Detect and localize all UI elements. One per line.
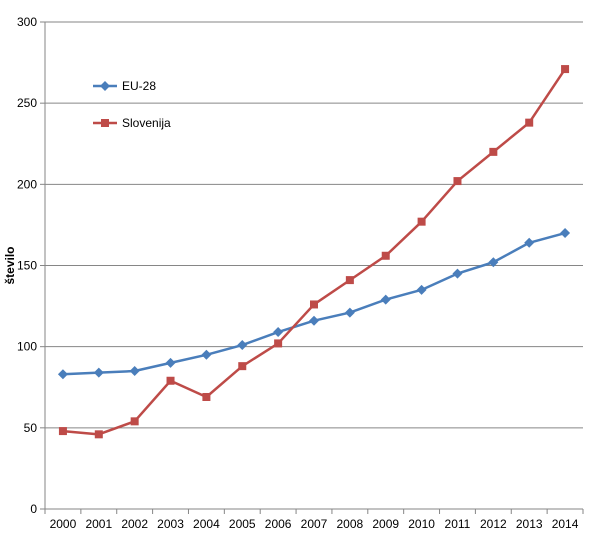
x-tick-label-2006: 2006 (265, 517, 292, 531)
data-point-eu-28-2001 (93, 367, 104, 378)
series-eu-28 (57, 228, 571, 380)
legend-marker-slovenija (101, 119, 109, 127)
x-tick-label-2001: 2001 (85, 517, 112, 531)
gridlines (45, 21, 583, 429)
data-point-slovenija-2009 (381, 251, 390, 260)
data-point-slovenija-2013 (525, 118, 534, 127)
data-point-eu-28-2009 (380, 294, 391, 305)
legend-marker-eu-28 (100, 81, 110, 91)
data-point-slovenija-2006 (274, 339, 283, 348)
y-axis-ticks: 0 50 100 150 200 250 300 (17, 15, 37, 516)
data-point-slovenija-2007 (310, 300, 318, 309)
data-point-eu-28-2003 (165, 357, 176, 368)
data-point-eu-28-2008 (344, 307, 355, 318)
data-point-eu-28-2007 (309, 315, 319, 326)
x-tick-label-2005: 2005 (229, 517, 256, 531)
data-point-eu-28-2006 (273, 327, 284, 338)
y-tick-label-300: 300 (17, 15, 37, 29)
y-tick-label-50: 50 (24, 421, 38, 435)
data-point-eu-28-2013 (524, 237, 535, 248)
y-tick-label-200: 200 (17, 177, 37, 191)
y-tick-label-150: 150 (17, 259, 37, 273)
data-point-slovenija-2002 (130, 417, 139, 426)
y-tick-label-100: 100 (17, 340, 37, 354)
y-tick-label-250: 250 (17, 96, 37, 110)
y-tick-label-0: 0 (30, 502, 37, 516)
data-point-eu-28-2000 (57, 369, 68, 380)
data-point-eu-28-2002 (129, 366, 140, 377)
x-tick-label-2003: 2003 (157, 517, 184, 531)
y-axis-label: število (3, 246, 17, 284)
x-tick-label-2013: 2013 (516, 517, 543, 531)
data-point-slovenija-2003 (166, 376, 175, 385)
x-axis-ticks: 2000 2001 2002 2003 2004 2005 2006 2007 2008 2009… (50, 517, 579, 531)
legend: EU-28 Slovenija (93, 79, 171, 130)
legend-item-eu-28: EU-28 (93, 79, 156, 93)
axes (40, 21, 584, 514)
data-point-eu-28-2012 (488, 257, 499, 268)
series-slovenija (58, 65, 570, 439)
x-tick-label-2014: 2014 (552, 517, 579, 531)
data-point-slovenija-2004 (202, 392, 211, 401)
legend-item-slovenija: Slovenija (93, 116, 171, 130)
x-tick-label-2010: 2010 (408, 517, 435, 531)
data-point-eu-28-2004 (201, 349, 212, 360)
data-point-slovenija-2010 (417, 217, 426, 226)
x-tick-label-2008: 2008 (337, 517, 364, 531)
x-tick-label-2007: 2007 (301, 517, 328, 531)
data-point-slovenija-2005 (238, 362, 247, 371)
data-point-slovenija-2012 (489, 147, 498, 156)
data-point-slovenija-2000 (58, 427, 67, 436)
x-tick-label-2002: 2002 (121, 517, 148, 531)
data-point-eu-28-2014 (560, 228, 571, 239)
data-point-slovenija-2011 (453, 177, 462, 186)
x-tick-label-2011: 2011 (445, 517, 471, 531)
data-point-slovenija-2001 (94, 430, 103, 439)
data-point-eu-28-2005 (237, 340, 248, 351)
x-tick-label-2000: 2000 (50, 517, 77, 531)
x-tick-label-2012: 2012 (480, 517, 507, 531)
data-point-slovenija-2014 (561, 65, 570, 74)
x-tick-label-2004: 2004 (193, 517, 220, 531)
data-point-slovenija-2008 (345, 276, 354, 285)
data-point-eu-28-2011 (452, 268, 463, 279)
series-group (57, 65, 571, 439)
x-tick-label-2009: 2009 (372, 517, 399, 531)
legend-label-slovenija: Slovenija (122, 116, 171, 130)
legend-label-eu-28: EU-28 (122, 79, 156, 93)
data-point-eu-28-2010 (416, 284, 427, 295)
